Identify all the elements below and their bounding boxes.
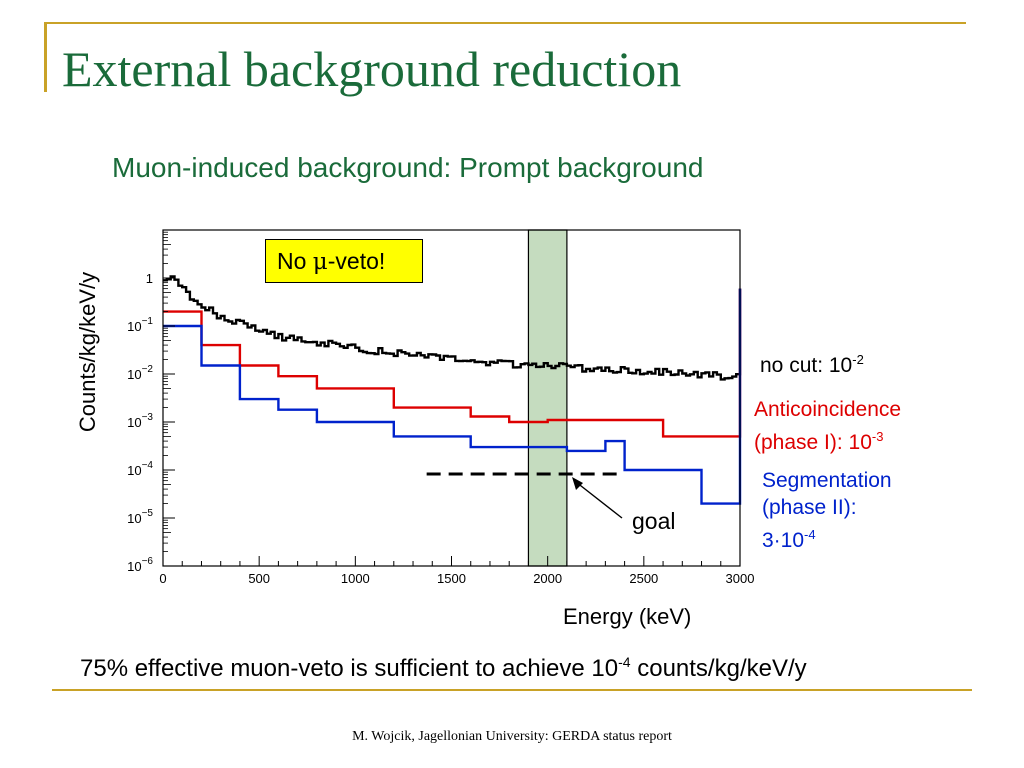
y-tick-label: 1 xyxy=(146,271,153,286)
segmentation-line3: 3·10-4 xyxy=(762,521,892,554)
conclusion-part2: counts/kg/keV/y xyxy=(630,655,807,682)
segmentation-exponent: -4 xyxy=(804,527,816,542)
series-2-line xyxy=(163,288,742,505)
series-1-line xyxy=(163,288,742,438)
segmentation-line2: (phase II): xyxy=(762,496,857,519)
y-axis-label: Counts/kg/keV/y xyxy=(75,271,100,433)
mu-symbol: μ xyxy=(312,249,328,275)
x-axis-label: Energy (keV) xyxy=(563,604,692,629)
y-tick-label: 10−1 xyxy=(127,316,153,334)
segmentation-line1: Segmentation xyxy=(762,469,892,492)
frame-vertical-accent xyxy=(44,22,47,92)
x-tick-label: 0 xyxy=(159,571,166,586)
y-tick-label: 10−5 xyxy=(127,508,153,526)
y-tick-label: 10−4 xyxy=(127,460,153,478)
goal-arrow-head xyxy=(572,477,583,490)
annotation-no-cut: no cut: 10-2 xyxy=(760,346,864,379)
no-veto-prefix: No xyxy=(277,248,313,274)
goal-label: goal xyxy=(632,508,676,534)
annotation-segmentation: Segmentation (phase II): 3·10-4 xyxy=(762,467,892,554)
segmentation-value: 3·10 xyxy=(762,529,805,552)
y-tick-label: 10−2 xyxy=(127,364,153,382)
footer-credit: M. Wojcik, Jagellonian University: GERDA… xyxy=(352,729,672,744)
series-0-line xyxy=(163,275,742,381)
roi-energy-band xyxy=(527,229,568,567)
x-tick-label: 500 xyxy=(248,571,270,586)
slide-subtitle: Muon-induced background: Prompt backgrou… xyxy=(112,152,704,183)
conclusion-text: 75% effective muon-veto is sufficient to… xyxy=(80,654,807,683)
no-veto-callout: No μ-veto! xyxy=(265,239,423,283)
x-tick-label: 1500 xyxy=(437,571,466,586)
x-tick-label: 2500 xyxy=(629,571,658,586)
annotation-anticoincidence: Anticoincidence (phase I): 10-3 xyxy=(754,396,901,456)
y-tick-label: 10−6 xyxy=(127,556,153,574)
conclusion-part1: 75% effective muon-veto is sufficient to… xyxy=(80,655,619,682)
slide-title: External background reduction xyxy=(62,41,682,97)
anticoincidence-exponent: -3 xyxy=(871,429,884,444)
anticoincidence-line1: Anticoincidence xyxy=(754,398,902,421)
frame-top-rule xyxy=(44,22,966,24)
bottom-rule xyxy=(52,689,972,691)
no-veto-suffix: -veto! xyxy=(327,248,386,274)
x-tick-label: 3000 xyxy=(726,571,755,586)
anticoincidence-line2: (phase I): 10-3 xyxy=(754,423,901,456)
x-tick-label: 2000 xyxy=(533,571,562,586)
y-tick-label: 10−3 xyxy=(127,412,153,430)
anticoincidence-value: (phase I): 10 xyxy=(754,431,872,454)
no-cut-text: no cut: 10 xyxy=(760,354,853,377)
no-cut-exponent: -2 xyxy=(852,352,864,367)
goal-arrow-shaft xyxy=(575,481,623,519)
conclusion-exponent: -4 xyxy=(618,654,631,670)
x-tick-label: 1000 xyxy=(341,571,370,586)
